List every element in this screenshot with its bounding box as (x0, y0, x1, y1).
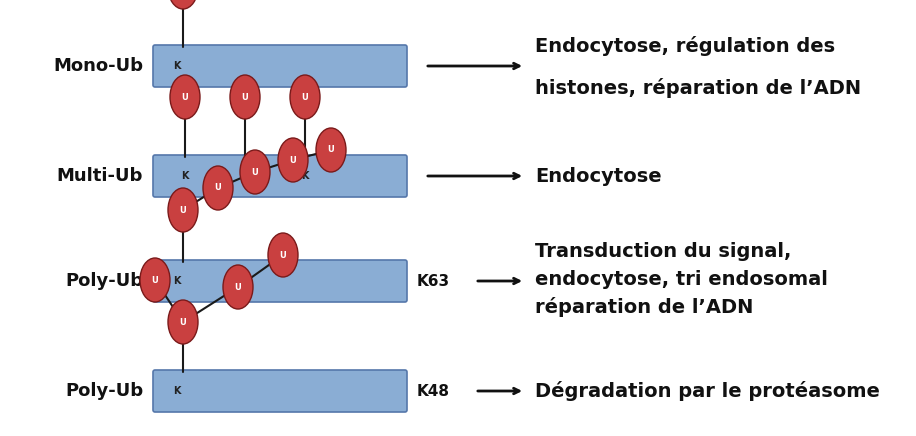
Text: Endocytose: Endocytose (535, 167, 661, 185)
FancyBboxPatch shape (153, 370, 407, 412)
Ellipse shape (240, 150, 270, 194)
Text: Mono-Ub: Mono-Ub (53, 57, 143, 75)
Text: U: U (289, 156, 297, 164)
Text: U: U (301, 92, 309, 102)
Ellipse shape (290, 75, 320, 119)
Text: endocytose, tri endosomal: endocytose, tri endosomal (535, 269, 828, 289)
FancyBboxPatch shape (153, 45, 407, 87)
Text: K: K (301, 171, 309, 181)
Ellipse shape (168, 300, 198, 344)
Text: K63: K63 (417, 273, 450, 289)
Text: K: K (241, 171, 249, 181)
Ellipse shape (268, 233, 298, 277)
Text: U: U (234, 283, 242, 292)
Text: Poly-Ub: Poly-Ub (65, 382, 143, 400)
Ellipse shape (278, 138, 308, 182)
Text: K: K (181, 171, 189, 181)
Text: histones, réparation de l’ADN: histones, réparation de l’ADN (535, 78, 861, 98)
Ellipse shape (170, 75, 200, 119)
Ellipse shape (203, 166, 233, 210)
Text: U: U (181, 92, 189, 102)
Text: U: U (152, 276, 158, 285)
Text: Multi-Ub: Multi-Ub (57, 167, 143, 185)
Text: K: K (173, 276, 180, 286)
Ellipse shape (168, 188, 198, 232)
Text: K: K (173, 61, 180, 71)
Text: K: K (173, 386, 180, 396)
Text: U: U (242, 92, 248, 102)
Text: Endocytose, régulation des: Endocytose, régulation des (535, 36, 835, 56)
Text: U: U (180, 317, 186, 327)
Text: U: U (214, 184, 222, 193)
Ellipse shape (140, 258, 170, 302)
Text: U: U (279, 251, 287, 259)
Ellipse shape (168, 0, 198, 9)
FancyBboxPatch shape (153, 260, 407, 302)
Text: U: U (180, 205, 186, 215)
Text: U: U (252, 167, 258, 177)
FancyBboxPatch shape (153, 155, 407, 197)
Ellipse shape (230, 75, 260, 119)
Text: U: U (328, 146, 334, 154)
Text: Transduction du signal,: Transduction du signal, (535, 242, 791, 260)
Ellipse shape (223, 265, 253, 309)
Text: Poly-Ub: Poly-Ub (65, 272, 143, 290)
Text: réparation de l’ADN: réparation de l’ADN (535, 297, 753, 317)
Ellipse shape (316, 128, 346, 172)
Text: Dégradation par le protéasome: Dégradation par le protéasome (535, 381, 880, 401)
Text: K48: K48 (417, 384, 450, 399)
